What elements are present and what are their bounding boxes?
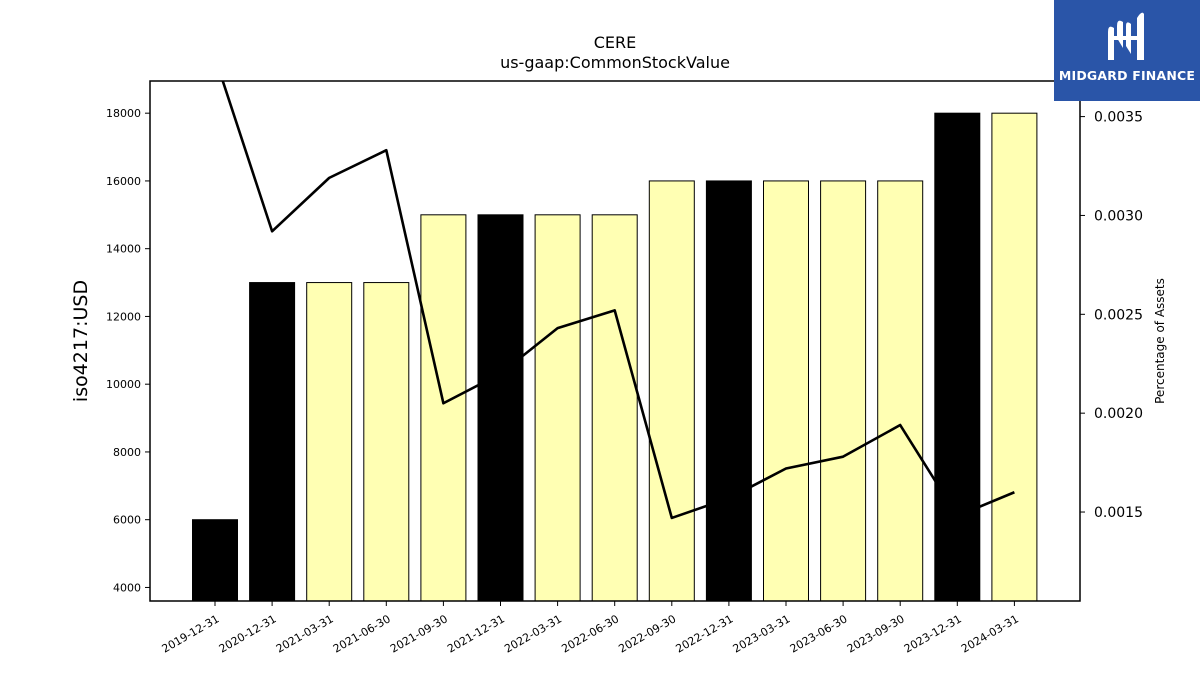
x-tick-label: 2021-03-31 [274,612,336,655]
y-tick-label: 12000 [106,310,141,323]
x-tick-label: 2022-06-30 [559,612,621,655]
x-tick-label: 2023-06-30 [788,612,850,655]
x-tick-label: 2021-06-30 [331,612,393,655]
midgard-logo-icon [1108,12,1144,61]
bar-2021-03-31 [306,282,353,601]
y2-tick-label: 0.0025 [1094,307,1143,323]
chart-title: CERE [594,33,637,52]
percentage-of-assets-line [221,81,1015,520]
y2-tick-label: 0.0015 [1094,505,1143,521]
y-axis-label: iso4217:USD [70,280,92,402]
y2-tick-label: 0.0035 [1094,110,1143,126]
bar-2024-03-31 [991,112,1038,601]
chart-subtitle: us-gaap:CommonStockValue [500,53,730,72]
bar-2022-03-31 [534,214,581,601]
x-tick-label: 2019-12-31 [160,612,222,655]
bar-2023-12-31 [934,112,981,601]
bar-2021-06-30 [363,282,410,601]
x-tick-label: 2020-12-31 [217,612,279,655]
bar-2022-06-30 [591,214,638,601]
x-tick-label: 2023-03-31 [731,612,793,655]
bar-2022-12-31 [705,180,752,601]
x-tick-label: 2021-09-30 [388,612,450,655]
bar-2023-09-30 [877,180,924,601]
y-tick-label: 8000 [113,446,141,459]
y-tick-label: 4000 [113,581,141,594]
x-tick-label: 2023-09-30 [845,612,907,655]
y-tick-label: 10000 [106,378,141,391]
y2-tick-label: 0.0030 [1094,208,1143,224]
bar-2021-09-30 [420,214,467,601]
x-tick-label: 2023-12-31 [902,612,964,655]
x-tick-label: 2022-09-30 [616,612,678,655]
bar-2019-12-31 [192,519,238,601]
y2-tick-label: 0.0020 [1094,406,1143,422]
y-tick-label: 14000 [106,243,141,256]
y2-axis-label: Percentage of Assets [1153,278,1167,404]
bar-2023-03-31 [763,180,809,601]
bar-2023-06-30 [820,180,867,601]
logo-text: MIDGARD FINANCE [1058,68,1196,83]
x-tick-label: 2021-12-31 [445,612,507,655]
midgard-finance-logo: MIDGARD FINANCE [1054,0,1200,101]
x-tick-label: 2022-12-31 [674,612,736,655]
y-tick-label: 16000 [106,175,141,188]
y-tick-label: 6000 [113,514,141,527]
bar-2020-12-31 [249,282,296,601]
x-tick-label: 2022-03-31 [502,612,564,655]
bar-2022-09-30 [648,180,695,601]
x-tick-label: 2024-03-31 [959,612,1021,655]
y-tick-label: 18000 [106,107,141,120]
bar-2021-12-31 [477,214,524,601]
